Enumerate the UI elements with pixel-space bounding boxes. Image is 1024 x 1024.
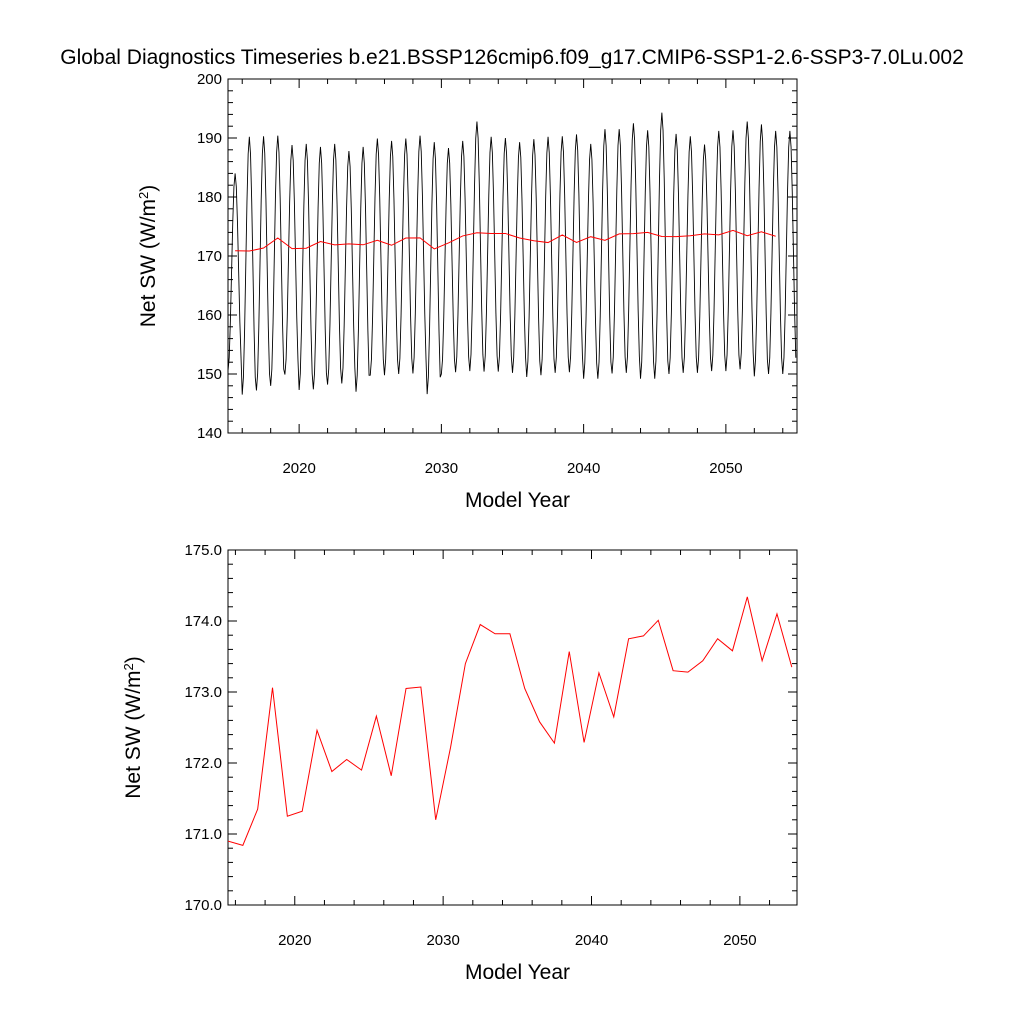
x-tick-label: 2040 xyxy=(567,460,600,477)
x-tick-label: 2050 xyxy=(709,460,742,477)
y-tick-label: 200 xyxy=(197,71,222,88)
x-tick-label: 2020 xyxy=(278,932,311,949)
figure-title: Global Diagnostics Timeseries b.e21.BSSP… xyxy=(60,46,964,69)
y-tick-label: 190 xyxy=(197,130,222,147)
x-tick-label: 2050 xyxy=(723,932,756,949)
x-tick-label: 2030 xyxy=(425,460,458,477)
y-axis-label: Net SW (W/m2) xyxy=(121,656,146,799)
y-tick-label: 170.0 xyxy=(184,897,222,914)
plot-frame xyxy=(227,78,798,434)
annual-mean-line xyxy=(235,229,776,252)
y-tick-label: 172.0 xyxy=(184,755,222,772)
y-tick-label: 174.0 xyxy=(184,613,222,630)
x-tick-label: 2030 xyxy=(426,932,459,949)
data-series-group xyxy=(228,112,797,395)
x-axis-label: Model Year xyxy=(465,961,570,984)
data-series-group xyxy=(228,596,793,846)
plot-frame xyxy=(227,549,798,906)
x-tick-label: 2020 xyxy=(282,460,315,477)
y-tick-label: 175.0 xyxy=(184,542,222,559)
y-axis-label: Net SW (W/m2) xyxy=(136,185,161,328)
y-tick-label: 150 xyxy=(197,366,222,383)
y-tick-label: 171.0 xyxy=(184,826,222,843)
y-tick-label: 140 xyxy=(197,425,222,442)
y-tick-label: 173.0 xyxy=(184,684,222,701)
x-axis-label: Model Year xyxy=(465,489,570,512)
bottom-panel-annual-mean: 170.0 171.0 172.0 173.0 174.0 175.0 2020 2030 20… xyxy=(121,542,798,984)
y-tick-label: 180 xyxy=(197,189,222,206)
monthly-line xyxy=(228,112,797,395)
y-tick-label: 170 xyxy=(197,248,222,265)
y-tick-label: 160 xyxy=(197,307,222,324)
annual-mean-line xyxy=(228,596,793,846)
top-panel-timeseries: 140 150 160 170 180 190 200 2020 2030 2040 2050 Mod… xyxy=(136,71,798,512)
x-tick-label: 2040 xyxy=(575,932,608,949)
